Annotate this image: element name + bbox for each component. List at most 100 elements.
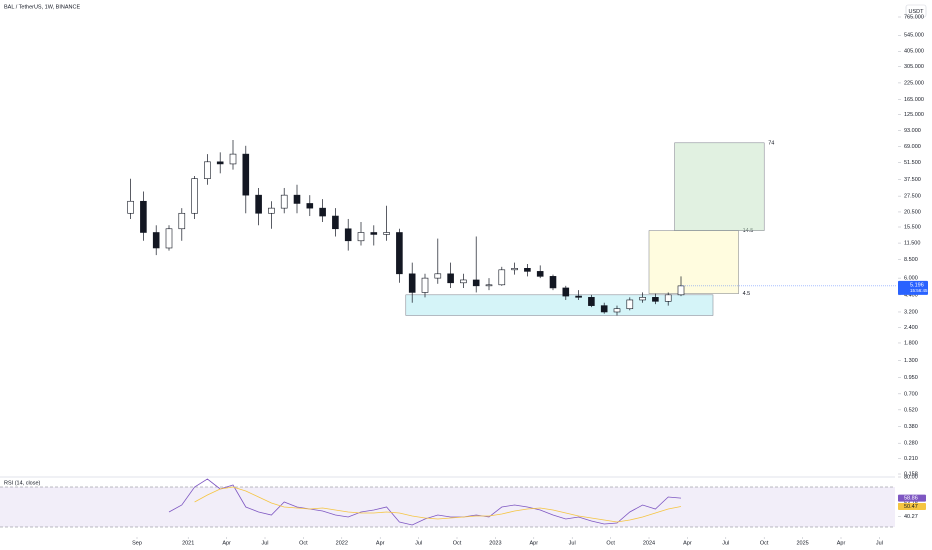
- candle-body: [408, 273, 416, 293]
- x-tick-label: Apr: [837, 540, 846, 546]
- y-tick-label: 0.380: [904, 424, 918, 430]
- y-tick-label: 4.400: [904, 292, 918, 298]
- candle-body: [332, 215, 339, 230]
- candle-body: [562, 287, 570, 297]
- y-tick-label: 0.950: [904, 375, 918, 381]
- candle-body: [229, 153, 237, 165]
- x-tick-label: Apr: [222, 540, 231, 546]
- x-tick-label: Oct: [453, 540, 462, 546]
- position-box: [648, 230, 739, 294]
- candle-body: [255, 194, 262, 214]
- y-tick-label: 545.000: [904, 33, 924, 39]
- candle-body: [383, 232, 390, 235]
- rsi-value-tag: [898, 503, 926, 511]
- candle-body: [549, 276, 557, 289]
- x-tick-label: 2023: [489, 540, 501, 546]
- rsi-value-tag: [898, 494, 926, 502]
- candle-body: [178, 212, 186, 230]
- y-tick-label: 1.800: [904, 340, 918, 346]
- rsi-line: [168, 478, 682, 526]
- rsi-band: [0, 487, 895, 527]
- y-tick-label: 6.000: [904, 276, 918, 282]
- currency-button[interactable]: [905, 4, 927, 18]
- currency[interactable]: USDT: [909, 9, 925, 15]
- candle-body: [511, 268, 518, 271]
- candle-body: [165, 228, 173, 249]
- y-tick-label: 0.520: [904, 407, 918, 413]
- candle-body: [664, 294, 672, 302]
- candle-body: [370, 232, 378, 235]
- y-tick-label: 0.280: [904, 441, 918, 447]
- candle-body: [152, 232, 160, 249]
- position-box: [405, 294, 714, 316]
- candle-body: [421, 277, 429, 293]
- rsi-y-tick-label: 80.00: [904, 474, 918, 480]
- y-tick-label: 20.500: [904, 209, 921, 215]
- candle-body: [357, 232, 365, 242]
- candle-body: [140, 200, 147, 233]
- y-tick-label: 405.000: [904, 49, 924, 55]
- y-tick-label: 11.500: [904, 241, 920, 247]
- box-label: 74: [768, 140, 774, 146]
- candle-body: [280, 194, 288, 209]
- box-label: 4.5: [743, 291, 751, 297]
- box-label: 14.5: [743, 228, 754, 234]
- candle-body: [600, 305, 608, 313]
- candle-body: [319, 207, 326, 217]
- y-tick-label: 27.500: [904, 194, 921, 200]
- last-price-label: 5.196: [910, 282, 924, 288]
- y-tick-label: 125.000: [904, 112, 924, 118]
- candle-body: [485, 284, 493, 287]
- x-tick-label: Jul: [261, 540, 268, 546]
- x-tick-label: Jul: [569, 540, 576, 546]
- candle-body: [242, 153, 250, 196]
- y-tick-label: 8.500: [904, 257, 918, 263]
- position-box: [674, 142, 765, 231]
- y-tick-label: 69.000: [904, 144, 921, 150]
- x-tick-label: 2024: [643, 540, 655, 546]
- x-tick-label: Oct: [760, 540, 769, 546]
- x-tick-label: Jul: [415, 540, 422, 546]
- candle-body: [575, 295, 582, 298]
- last-price-tag: [898, 280, 928, 295]
- rsi-value-label: 50.47: [904, 504, 918, 510]
- x-tick-label: Apr: [683, 540, 692, 546]
- y-tick-label: 3.200: [904, 309, 918, 315]
- y-tick-label: 51.500: [904, 160, 921, 166]
- y-tick-label: 37.500: [904, 177, 921, 183]
- rsi-value-label: 58.86: [904, 496, 918, 502]
- x-tick-label: 2021: [182, 540, 194, 546]
- candle-body: [498, 269, 506, 286]
- candle-body: [536, 271, 544, 277]
- y-tick-label: 305.000: [904, 64, 924, 70]
- candle-body: [344, 228, 352, 242]
- rsi-y-tick-label: 40.27: [904, 514, 918, 520]
- x-tick-label: Jul: [722, 540, 729, 546]
- x-tick-label: Jul: [876, 540, 883, 546]
- x-tick-label: Apr: [530, 540, 539, 546]
- candle-body: [306, 203, 314, 209]
- candle-body: [216, 161, 224, 165]
- candle-body: [268, 207, 275, 214]
- y-tick-label: 165.000: [904, 97, 924, 103]
- y-tick-label: 225.000: [904, 80, 924, 86]
- candle-body: [652, 297, 659, 302]
- chart-title: BAL / TetherUS, 1W, BINANCE: [4, 4, 80, 10]
- x-tick-label: Apr: [376, 540, 385, 546]
- x-tick-label: 2022: [336, 540, 348, 546]
- y-tick-label: 15.500: [904, 224, 921, 230]
- candle-body: [677, 285, 685, 296]
- x-tick-label: Oct: [606, 540, 615, 546]
- x-tick-label: Sep: [132, 540, 142, 546]
- candle-body: [626, 299, 634, 310]
- rsi-title: RSI (14, close): [4, 480, 41, 486]
- x-tick-label: Oct: [299, 540, 308, 546]
- candle-body: [588, 297, 595, 306]
- candle-body: [524, 268, 531, 272]
- candle-body: [447, 273, 454, 284]
- candle-body: [434, 273, 442, 279]
- candle-body: [293, 194, 301, 204]
- rsi-line: [194, 486, 682, 523]
- y-tick-label: 0.210: [904, 456, 918, 462]
